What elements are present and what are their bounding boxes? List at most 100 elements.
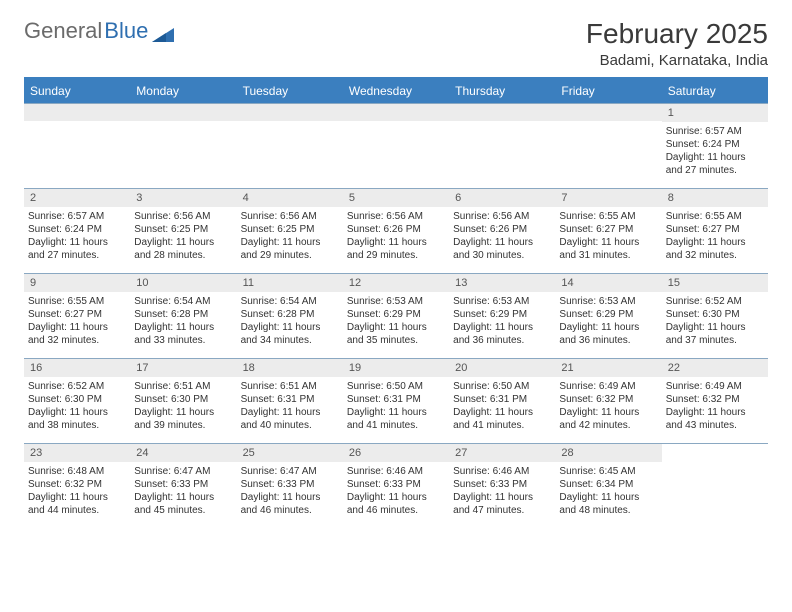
week-row: 1Sunrise: 6:57 AMSunset: 6:24 PMDaylight…	[24, 103, 768, 188]
logo-triangle-icon	[152, 22, 174, 40]
day-number: 15	[662, 274, 768, 292]
day-cell: 13Sunrise: 6:53 AMSunset: 6:29 PMDayligh…	[449, 274, 555, 358]
day-cell: 15 Sunrise: 6:52 AMSunset: 6:30 PMDayligh…	[662, 274, 768, 358]
day-number: 26	[343, 444, 449, 462]
sunset: Sunset: 6:24 PM	[28, 223, 126, 236]
daylight: Daylight: 11 hours and 38 minutes.	[28, 406, 126, 432]
dow-fri: Friday	[555, 79, 661, 103]
location: Badami, Karnataka, India	[586, 52, 768, 69]
daylight: Daylight: 11 hours and 31 minutes.	[559, 236, 657, 262]
day-number: 6	[449, 189, 555, 207]
day-cell: 27Sunrise: 6:46 AMSunset: 6:33 PMDayligh…	[449, 444, 555, 528]
sunset: Sunset: 6:32 PM	[559, 393, 657, 406]
dow-sun: Sunday	[24, 79, 130, 103]
dow-wed: Wednesday	[343, 79, 449, 103]
sunrise: Sunrise: 6:57 AM	[28, 210, 126, 223]
day-cell	[555, 104, 661, 188]
day-number: 2	[24, 189, 130, 207]
day-cell: 14 Sunrise: 6:53 AMSunset: 6:29 PMDayligh…	[555, 274, 661, 358]
sunset: Sunset: 6:33 PM	[241, 478, 339, 491]
day-cell: 18Sunrise: 6:51 AMSunset: 6:31 PMDayligh…	[237, 359, 343, 443]
day-cell: 1Sunrise: 6:57 AMSunset: 6:24 PMDaylight…	[662, 104, 768, 188]
day-cell: 10Sunrise: 6:54 AMSunset: 6:28 PMDayligh…	[130, 274, 236, 358]
day-number: 19	[343, 359, 449, 377]
sunset: Sunset: 6:26 PM	[347, 223, 445, 236]
sunrise: Sunrise: 6:51 AM	[134, 380, 232, 393]
daylight: Daylight: 11 hours and 41 minutes.	[453, 406, 551, 432]
day-cell: 21Sunrise: 6:49 AMSunset: 6:32 PMDayligh…	[555, 359, 661, 443]
sunset: Sunset: 6:32 PM	[28, 478, 126, 491]
sunrise: Sunrise: 6:53 AM	[453, 295, 551, 308]
sunrise: Sunrise: 6:55 AM	[28, 295, 126, 308]
day-cell: 23Sunrise: 6:48 AMSunset: 6:32 PMDayligh…	[24, 444, 130, 528]
day-number: 24	[130, 444, 236, 462]
sunrise: Sunrise: 6:46 AM	[347, 465, 445, 478]
sunset: Sunset: 6:25 PM	[241, 223, 339, 236]
daylight: Daylight: 11 hours and 42 minutes.	[559, 406, 657, 432]
day-number: 21	[555, 359, 661, 377]
logo-text-2: Blue	[104, 18, 148, 44]
sunset: Sunset: 6:34 PM	[559, 478, 657, 491]
sunset: Sunset: 6:24 PM	[666, 138, 764, 151]
sunset: Sunset: 6:33 PM	[347, 478, 445, 491]
daylight: Daylight: 11 hours and 27 minutes.	[28, 236, 126, 262]
daylight: Daylight: 11 hours and 40 minutes.	[241, 406, 339, 432]
day-cell	[343, 104, 449, 188]
day-cell: 22Sunrise: 6:49 AMSunset: 6:32 PMDayligh…	[662, 359, 768, 443]
day-cell: 19Sunrise: 6:50 AMSunset: 6:31 PMDayligh…	[343, 359, 449, 443]
daylight: Daylight: 11 hours and 45 minutes.	[134, 491, 232, 517]
daylight: Daylight: 11 hours and 32 minutes.	[28, 321, 126, 347]
daylight: Daylight: 11 hours and 28 minutes.	[134, 236, 232, 262]
day-number: 20	[449, 359, 555, 377]
day-number: 7	[555, 189, 661, 207]
daylight: Daylight: 11 hours and 27 minutes.	[666, 151, 764, 177]
day-cell	[449, 104, 555, 188]
logo: GeneralBlue	[24, 18, 174, 44]
sunrise: Sunrise: 6:52 AM	[666, 295, 764, 308]
week-row: 9Sunrise: 6:55 AMSunset: 6:27 PMDaylight…	[24, 273, 768, 358]
dow-mon: Monday	[130, 79, 236, 103]
sunset: Sunset: 6:30 PM	[28, 393, 126, 406]
daylight: Daylight: 11 hours and 36 minutes.	[559, 321, 657, 347]
dow-sat: Saturday	[662, 79, 768, 103]
month-title: February 2025	[586, 18, 768, 50]
calendar: Sunday Monday Tuesday Wednesday Thursday…	[24, 77, 768, 528]
sunrise: Sunrise: 6:55 AM	[666, 210, 764, 223]
day-cell	[24, 104, 130, 188]
sunrise: Sunrise: 6:46 AM	[453, 465, 551, 478]
sunrise: Sunrise: 6:55 AM	[559, 210, 657, 223]
day-number: 14	[555, 274, 661, 292]
day-cell: 28Sunrise: 6:45 AMSunset: 6:34 PMDayligh…	[555, 444, 661, 528]
day-cell	[237, 104, 343, 188]
sunset: Sunset: 6:31 PM	[453, 393, 551, 406]
week-row: 2Sunrise: 6:57 AMSunset: 6:24 PMDaylight…	[24, 188, 768, 273]
sunrise: Sunrise: 6:54 AM	[134, 295, 232, 308]
day-number: 27	[449, 444, 555, 462]
daylight: Daylight: 11 hours and 46 minutes.	[347, 491, 445, 517]
sunset: Sunset: 6:29 PM	[559, 308, 657, 321]
day-cell: 7Sunrise: 6:55 AMSunset: 6:27 PMDaylight…	[555, 189, 661, 273]
empty-day-bar	[237, 104, 343, 121]
sunrise: Sunrise: 6:53 AM	[347, 295, 445, 308]
daylight: Daylight: 11 hours and 30 minutes.	[453, 236, 551, 262]
sunrise: Sunrise: 6:45 AM	[559, 465, 657, 478]
sunrise: Sunrise: 6:48 AM	[28, 465, 126, 478]
empty-day-bar	[130, 104, 236, 121]
daylight: Daylight: 11 hours and 37 minutes.	[666, 321, 764, 347]
daylight: Daylight: 11 hours and 47 minutes.	[453, 491, 551, 517]
day-cell: 8Sunrise: 6:55 AMSunset: 6:27 PMDaylight…	[662, 189, 768, 273]
sunset: Sunset: 6:29 PM	[453, 308, 551, 321]
sunset: Sunset: 6:30 PM	[666, 308, 764, 321]
daylight: Daylight: 11 hours and 43 minutes.	[666, 406, 764, 432]
empty-day-bar	[449, 104, 555, 121]
day-cell: 25Sunrise: 6:47 AMSunset: 6:33 PMDayligh…	[237, 444, 343, 528]
sunrise: Sunrise: 6:53 AM	[559, 295, 657, 308]
day-number: 10	[130, 274, 236, 292]
header: GeneralBlue February 2025 Badami, Karnat…	[24, 18, 768, 69]
day-number: 1	[662, 104, 768, 122]
daylight: Daylight: 11 hours and 29 minutes.	[347, 236, 445, 262]
day-number: 28	[555, 444, 661, 462]
sunset: Sunset: 6:32 PM	[666, 393, 764, 406]
day-number: 4	[237, 189, 343, 207]
day-cell: 3Sunrise: 6:56 AMSunset: 6:25 PMDaylight…	[130, 189, 236, 273]
